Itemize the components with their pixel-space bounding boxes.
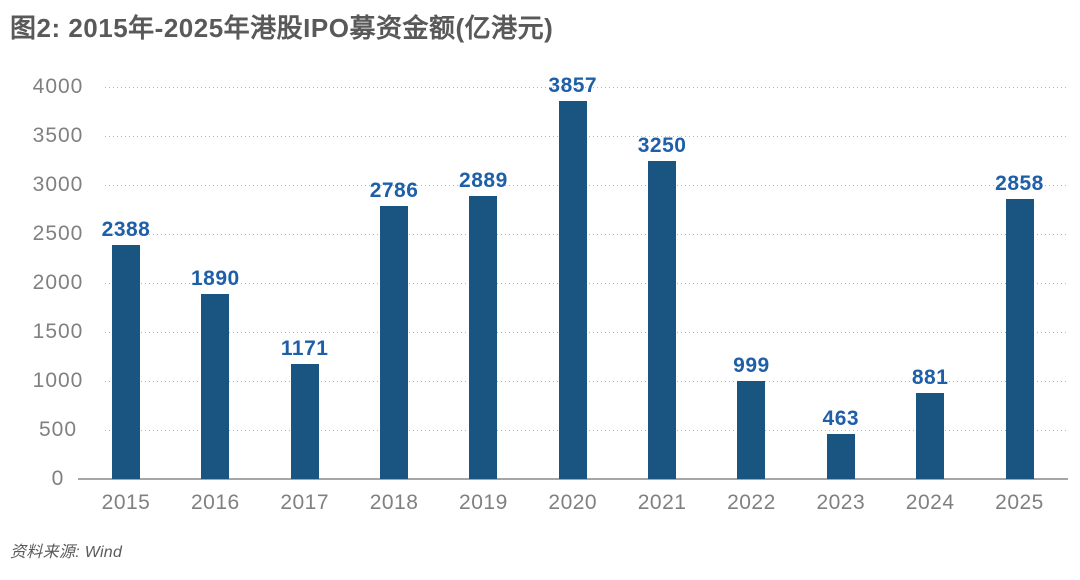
y-tick-label-1500: 1500 — [32, 320, 84, 343]
bar-value-label-2024: 881 — [911, 365, 949, 389]
chart-title: 图2: 2015年-2025年港股IPO募资金额(亿港元) — [10, 13, 554, 43]
source-note: 资料来源: Wind — [10, 544, 123, 561]
bar-2024 — [916, 392, 945, 479]
x-tick-label-2016: 2016 — [190, 491, 240, 514]
bar-value-label-2022: 999 — [733, 354, 770, 378]
bar-value-label-2015: 2388 — [101, 217, 151, 241]
bar-value-label-2023: 463 — [822, 406, 860, 430]
bar-2018 — [380, 205, 409, 479]
bar-2025 — [1005, 198, 1034, 479]
x-axis-line — [78, 478, 1068, 480]
x-tick-label-2018: 2018 — [369, 491, 419, 514]
bar-value-label-2020: 3857 — [548, 74, 598, 98]
y-tick-label-4000: 4000 — [32, 75, 84, 98]
y-tick-label-2500: 2500 — [32, 222, 84, 245]
bar-value-label-2025: 2858 — [995, 171, 1044, 195]
y-tick-label-2000: 2000 — [32, 271, 84, 294]
x-tick-label-2020: 2020 — [548, 491, 598, 514]
bar-value-label-2019: 2889 — [459, 168, 508, 192]
bar-2016 — [201, 293, 230, 479]
bar-2015 — [112, 244, 140, 479]
x-tick-label-2021: 2021 — [637, 491, 687, 514]
y-tick-label-500: 500 — [38, 418, 78, 441]
x-tick-label-2023: 2023 — [816, 491, 866, 514]
bar-value-label-2018: 2786 — [369, 178, 419, 202]
x-tick-label-2024: 2024 — [905, 491, 955, 514]
x-tick-label-2022: 2022 — [727, 491, 776, 514]
bar-2021 — [648, 160, 677, 479]
bar-2023 — [826, 433, 855, 479]
y-axis: 0 500 1000 1500 2000 2500 3000 3500 4000 — [8, 75, 108, 490]
bar-2017 — [290, 364, 319, 479]
x-tick-label-2019: 2019 — [459, 491, 508, 514]
y-tick-label-3500: 3500 — [32, 124, 84, 147]
bar-value-label-2017: 1171 — [280, 337, 329, 361]
bar-value-label-2016: 1890 — [190, 266, 240, 290]
y-tick-label-3000: 3000 — [32, 173, 84, 196]
y-tick-label-0: 0 — [51, 467, 65, 490]
x-tick-label-2025: 2025 — [995, 491, 1044, 514]
y-tick-label-1000: 1000 — [32, 369, 84, 392]
x-tick-label-2015: 2015 — [101, 491, 151, 514]
bar-2020 — [558, 101, 587, 479]
bar-2019 — [469, 195, 498, 479]
bar-value-label-2021: 3250 — [637, 133, 687, 157]
bar-2022 — [737, 381, 766, 479]
x-tick-label-2017: 2017 — [280, 491, 330, 514]
plot-area: 2388 2015 1890 2016 1171 2017 2786 2018 2889 2019… — [78, 74, 1068, 514]
gridline-4000 — [105, 87, 1068, 88]
